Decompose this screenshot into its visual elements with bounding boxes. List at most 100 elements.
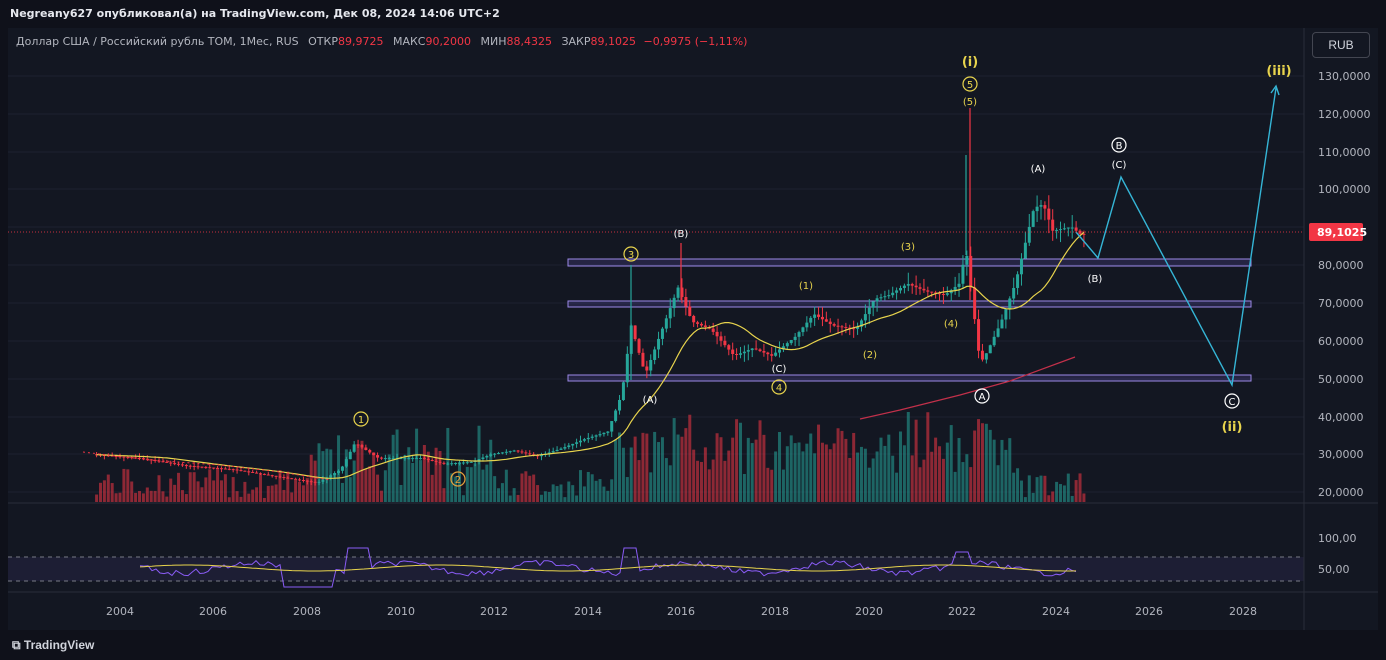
candle-body <box>516 450 520 452</box>
candle-body <box>895 290 899 293</box>
candle-body <box>145 458 149 460</box>
volume-bar <box>680 436 684 502</box>
candle-body <box>738 353 742 355</box>
candle-body <box>372 452 376 456</box>
candle-body <box>1074 227 1078 231</box>
rsi-pane <box>8 547 1304 588</box>
time-axis[interactable]: 2004 2006 2008 2010 2012 2014 2016 2018 … <box>106 605 1257 618</box>
candle-body <box>902 285 906 289</box>
rsi-axis[interactable]: 100,00 50,00 <box>1318 532 1357 576</box>
candle-body <box>727 345 731 350</box>
volume-bar <box>781 469 785 502</box>
volume-bar <box>348 477 352 502</box>
volume-bar <box>891 455 895 502</box>
candle-body <box>465 462 469 464</box>
candle-body <box>348 451 352 460</box>
volume-bar <box>793 443 797 502</box>
price-label: 50,0000 <box>1318 373 1364 386</box>
volume-bar <box>368 466 372 502</box>
volume-bar <box>980 423 984 502</box>
volume-bar <box>610 479 614 502</box>
volume-bar <box>805 443 809 502</box>
volume-bar <box>497 488 501 502</box>
candle-body <box>832 324 836 326</box>
volume-bar <box>746 437 750 502</box>
candle-body <box>450 463 454 465</box>
candle-body <box>645 366 649 371</box>
volume-bar <box>110 483 114 502</box>
volume-bar <box>653 431 657 502</box>
volume-bar <box>520 473 524 502</box>
volume-bar <box>138 491 142 502</box>
volume-bar <box>243 481 247 502</box>
candle-body <box>305 480 309 482</box>
candle-body <box>789 339 793 344</box>
time-label: 2004 <box>106 605 134 618</box>
volume-bar <box>559 484 563 502</box>
chart-canvas[interactable]: 130,0000 120,0000 110,0000 100,0000 80,0… <box>8 28 1378 630</box>
volume-bar <box>473 463 477 502</box>
symbol-legend[interactable]: Доллар США / Российский рубль TOM, 1Мес,… <box>16 35 747 48</box>
candle-body <box>239 470 243 472</box>
wave-label-2: 2 <box>455 475 461 486</box>
candle-body <box>1023 242 1027 259</box>
candle-body <box>575 442 579 444</box>
volume-bar <box>1078 473 1082 502</box>
volume-bar <box>450 473 454 502</box>
volume-bar <box>180 490 184 502</box>
price-label: 20,0000 <box>1318 486 1364 499</box>
candle-body <box>477 459 481 461</box>
price-label: 40,0000 <box>1318 411 1364 424</box>
candle-body <box>149 459 153 461</box>
candle-body <box>863 314 867 321</box>
candle-body <box>719 336 723 341</box>
candle-body <box>1035 206 1039 212</box>
candle-body <box>317 481 321 483</box>
volume-bar <box>1035 477 1039 502</box>
volume-bar <box>411 462 415 502</box>
volume-bar <box>106 474 110 502</box>
volume-bar <box>750 443 754 502</box>
volume-bar <box>692 449 696 502</box>
volume-bar <box>988 429 992 502</box>
candle-body <box>489 454 493 456</box>
wave-label-p5: (5) <box>963 97 977 108</box>
candle-body <box>290 478 294 480</box>
candle-body <box>657 338 661 350</box>
candle-body <box>918 287 922 289</box>
moving-averages <box>82 231 1085 481</box>
volume-bar <box>836 428 840 502</box>
candle-body <box>980 350 984 360</box>
volume-bar <box>578 470 582 502</box>
volume-bar <box>1031 492 1035 502</box>
price-label: 60,0000 <box>1318 335 1364 348</box>
candle-body <box>879 297 883 299</box>
chart-area[interactable]: 130,0000 120,0000 110,0000 100,0000 80,0… <box>8 28 1378 630</box>
candle-body <box>1039 205 1043 207</box>
volume-bar <box>547 491 551 502</box>
candle-body <box>746 350 750 352</box>
candle-body <box>676 287 680 298</box>
currency-button[interactable]: RUB <box>1312 32 1370 58</box>
candle-body <box>282 477 286 479</box>
candle-body <box>376 455 380 458</box>
candle-body <box>458 462 462 464</box>
candle-body <box>1070 227 1074 229</box>
time-label: 2012 <box>480 605 508 618</box>
price-label: 30,0000 <box>1318 448 1364 461</box>
candle-body <box>301 480 305 482</box>
candle-body <box>251 471 255 473</box>
candle-body <box>598 434 602 436</box>
wave-circle <box>623 246 639 262</box>
volume-bar <box>926 412 930 502</box>
volume-bar <box>637 460 641 502</box>
tradingview-logo[interactable]: ⧉ TradingView <box>12 638 94 653</box>
wave-label-A2: (A) <box>1031 164 1046 175</box>
candle-body <box>883 296 887 298</box>
candle-body <box>539 454 543 457</box>
volume-bar <box>711 459 715 502</box>
wave-label-C: (C) <box>772 364 787 375</box>
volume-bar <box>528 475 532 502</box>
candle-body <box>926 290 930 292</box>
price-axis[interactable]: 130,0000 120,0000 110,0000 100,0000 80,0… <box>1309 70 1371 499</box>
